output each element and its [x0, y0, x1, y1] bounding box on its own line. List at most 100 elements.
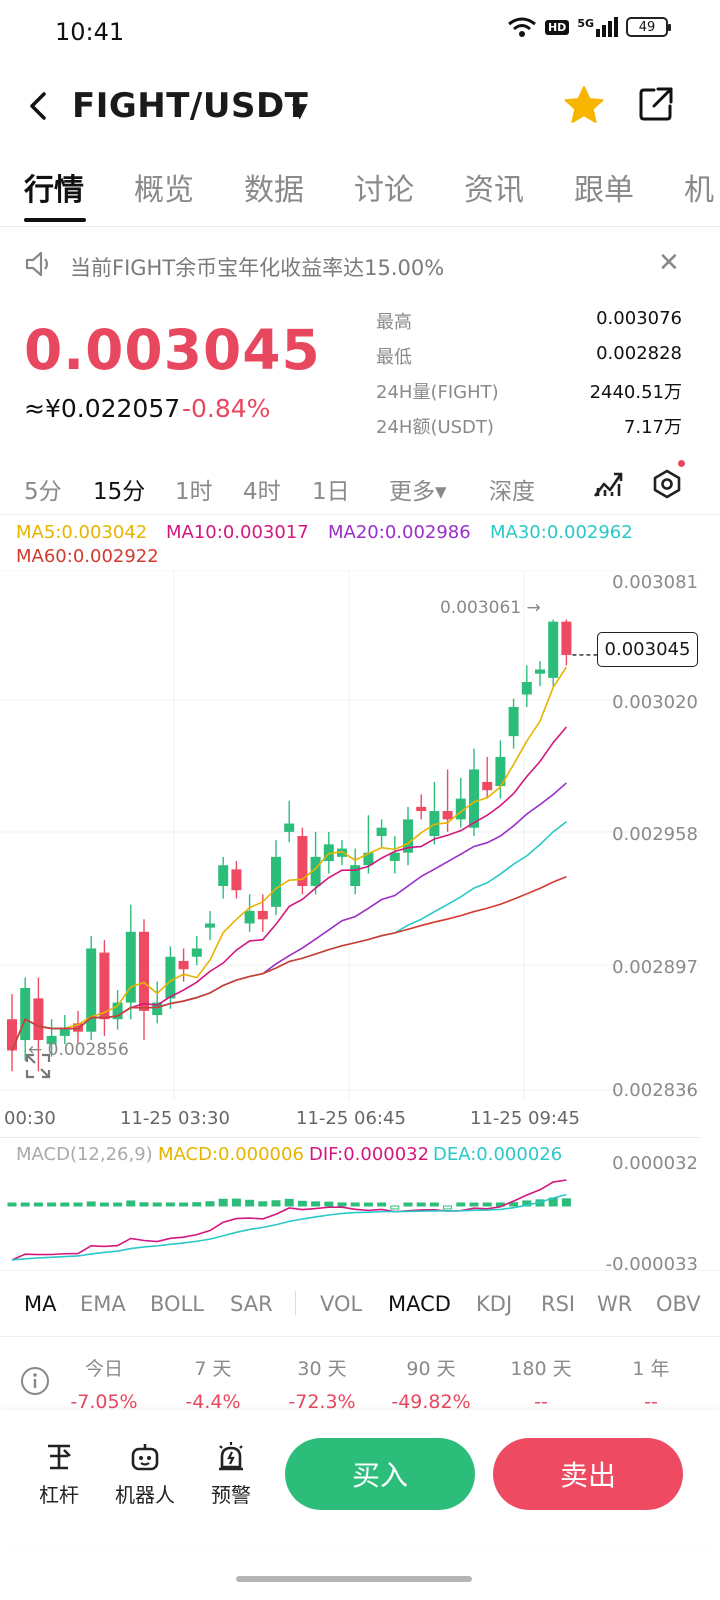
tab-copy-trade[interactable]: 跟单 — [574, 173, 634, 208]
interval-15m[interactable]: 15分 — [93, 479, 146, 505]
dea-value: DEA:0.000026 — [433, 1144, 563, 1165]
candlestick-chart[interactable] — [0, 570, 720, 1110]
interval-1h[interactable]: 1时 — [175, 479, 213, 505]
tab-more[interactable]: 机 — [684, 173, 714, 208]
ind-boll[interactable]: BOLL — [150, 1292, 204, 1316]
notice-text[interactable]: 当前FIGHT余币宝年化收益率达15.00% — [70, 256, 445, 280]
macd-bar — [416, 1202, 426, 1207]
notification-dot — [678, 460, 685, 467]
robot-button[interactable]: 机器人 — [110, 1440, 180, 1508]
macd-bar — [297, 1200, 307, 1207]
tab-overview[interactable]: 概览 — [134, 173, 194, 208]
candle-body — [112, 1002, 123, 1020]
cny-price: ≈¥0.022057 — [24, 394, 181, 423]
hd-badge: HD — [544, 19, 570, 35]
ind-ema[interactable]: EMA — [80, 1292, 126, 1316]
ind-kdj[interactable]: KDJ — [476, 1292, 513, 1316]
tab-news[interactable]: 资讯 — [464, 173, 524, 208]
tab-discussion[interactable]: 讨论 — [354, 173, 414, 208]
candle-body — [350, 865, 361, 886]
tab-market[interactable]: 行情 — [24, 173, 84, 208]
macd-bar — [60, 1202, 70, 1207]
current-price-tag: 0.003045 — [597, 632, 698, 667]
dea-line — [11, 1193, 567, 1261]
macd-bar — [179, 1202, 189, 1207]
macd-bar — [390, 1205, 400, 1210]
info-icon[interactable] — [20, 1366, 50, 1396]
macd-bar — [165, 1202, 175, 1207]
macd-bar — [324, 1201, 334, 1207]
macd-bar — [152, 1202, 162, 1207]
divider — [0, 514, 720, 515]
ma10-label: MA10:0.003017 — [166, 522, 309, 543]
macd-bar — [456, 1202, 466, 1207]
ind-wr[interactable]: WR — [597, 1292, 633, 1316]
interval-5m[interactable]: 5分 — [24, 479, 62, 505]
share-icon[interactable] — [636, 84, 676, 124]
candle-body — [218, 865, 229, 886]
fullscreen-icon[interactable] — [24, 1052, 52, 1080]
robot-label: 机器人 — [115, 1483, 175, 1507]
ind-obv[interactable]: OBV — [656, 1292, 701, 1316]
macd-bar — [113, 1202, 123, 1207]
wifi-icon — [508, 17, 536, 37]
dif-line — [11, 1179, 567, 1261]
back-arrow-icon[interactable] — [20, 86, 60, 126]
candle-body — [376, 827, 387, 837]
chart-type-icon[interactable] — [592, 468, 624, 500]
stat-amount-value: 7.17万 — [623, 417, 682, 438]
pair-dropdown-icon[interactable]: ▼ — [292, 98, 308, 122]
sell-button[interactable]: 卖出 — [493, 1438, 683, 1510]
home-indicator — [236, 1576, 472, 1582]
candle-body — [99, 952, 110, 1020]
candle-body — [548, 621, 559, 678]
interval-more[interactable]: 更多▾ — [389, 479, 447, 505]
ind-macd[interactable]: MACD — [388, 1292, 451, 1316]
macd-bar — [443, 1205, 453, 1210]
macd-bar — [86, 1201, 96, 1207]
status-icons: HD 5G 49 — [507, 16, 671, 38]
macd-bar — [271, 1200, 281, 1207]
candle-body — [59, 1027, 70, 1036]
interval-4h[interactable]: 4时 — [243, 479, 281, 505]
macd-bar — [311, 1201, 321, 1207]
pair-title[interactable]: FIGHT/USDT — [72, 86, 309, 126]
alert-button[interactable]: 预警 — [196, 1440, 266, 1508]
buy-button[interactable]: 买入 — [285, 1438, 475, 1510]
interval-1d[interactable]: 1日 — [312, 479, 350, 505]
x-tick-1: 00:30 — [4, 1108, 56, 1129]
favorite-star-icon[interactable] — [563, 84, 605, 126]
alert-label: 预警 — [211, 1483, 251, 1507]
candle-body — [323, 844, 334, 862]
macd-bar — [429, 1202, 439, 1207]
candle-body — [231, 869, 242, 891]
macd-bar — [192, 1202, 202, 1207]
ind-rsi[interactable]: RSI — [541, 1292, 576, 1316]
signal-icon: 5G — [577, 17, 618, 37]
candle-body — [33, 998, 44, 1041]
leverage-label: 杠杆 — [39, 1483, 79, 1507]
ind-sar[interactable]: SAR — [230, 1292, 273, 1316]
candle-body — [257, 910, 268, 920]
close-icon[interactable]: ✕ — [658, 248, 680, 278]
interval-depth[interactable]: 深度 — [489, 479, 535, 505]
macd-bar — [73, 1202, 83, 1207]
candle-body — [191, 948, 202, 957]
macd-bar — [284, 1198, 294, 1207]
candle-body — [363, 852, 374, 866]
settings-hex-icon[interactable] — [651, 468, 683, 500]
tab-data[interactable]: 数据 — [244, 173, 304, 208]
candle-body — [535, 669, 545, 674]
stat-low-label: 最低 — [376, 347, 412, 368]
active-tab-indicator — [24, 218, 86, 222]
ind-ma[interactable]: MA — [24, 1292, 57, 1316]
leverage-button[interactable]: 杠杆 — [24, 1440, 94, 1508]
ind-vol[interactable]: VOL — [320, 1292, 363, 1316]
x-tick-3: 11-25 06:45 — [296, 1108, 406, 1129]
stat-vol-label: 24H量(FIGHT) — [376, 382, 499, 403]
perf-1y: 1 年 -- — [632, 1358, 670, 1413]
candle-body — [284, 823, 295, 832]
macd-bar — [99, 1202, 109, 1207]
y-tick-4: 0.002897 — [612, 957, 698, 978]
macd-bar — [245, 1199, 255, 1207]
